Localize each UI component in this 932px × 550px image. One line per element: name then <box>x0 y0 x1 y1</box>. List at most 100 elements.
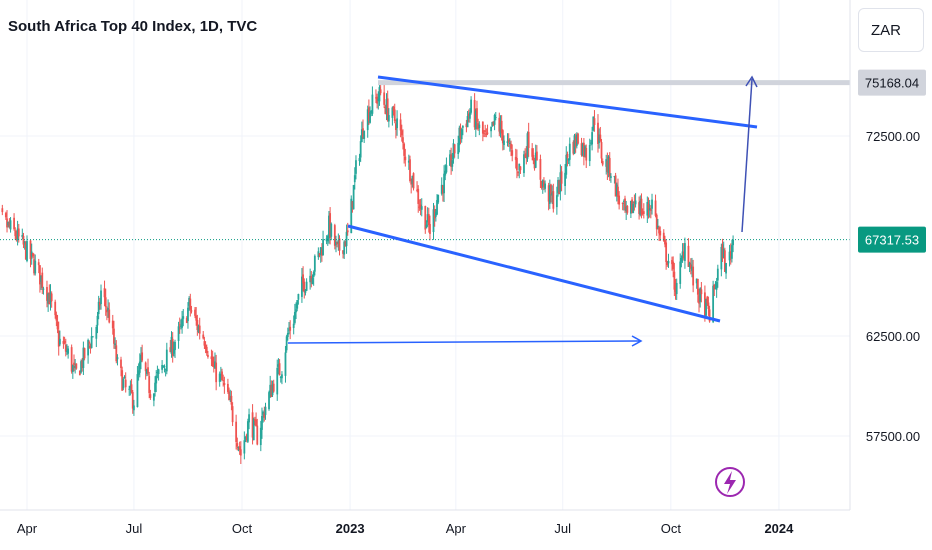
candle-body <box>237 447 240 449</box>
candle-body <box>105 309 108 313</box>
candle-body <box>210 356 213 360</box>
candle-body <box>507 139 510 142</box>
candle-body <box>156 372 159 374</box>
candle-body <box>285 336 288 351</box>
candle-body <box>161 364 164 370</box>
candle-body <box>214 361 216 369</box>
candle-body <box>90 336 93 348</box>
candle-body <box>555 195 558 208</box>
candle-body <box>494 117 497 119</box>
candle-body <box>181 318 183 328</box>
candle-body <box>614 175 617 197</box>
candle-body <box>648 208 651 211</box>
time-tick-label: 2024 <box>764 521 794 536</box>
candle-body <box>121 370 124 391</box>
candle-body <box>450 154 453 168</box>
candle-body <box>714 287 717 289</box>
candle-body <box>120 359 122 368</box>
candle-body <box>97 301 100 315</box>
candle-body <box>673 271 676 290</box>
candle-body <box>621 202 624 204</box>
candle-body <box>360 129 363 143</box>
candle-body <box>336 241 339 245</box>
candle-body <box>731 245 733 259</box>
candle-body <box>523 154 525 174</box>
candle-body <box>149 394 152 398</box>
candle-body <box>391 107 394 118</box>
candle-body <box>501 130 504 144</box>
candle-body <box>457 142 460 155</box>
time-axis[interactable]: Apr Jul Oct 2023 Apr Jul Oct 2024 <box>0 509 850 536</box>
candle-body <box>129 385 132 389</box>
price-axis[interactable]: 57500.00 62500.00 72500.00 <box>849 0 920 510</box>
candle-body <box>281 374 283 379</box>
candle-body <box>111 320 114 329</box>
candle-body <box>47 293 50 304</box>
candle-body <box>48 292 51 305</box>
candle-body <box>593 118 596 125</box>
candle-body <box>708 309 711 322</box>
candle-body <box>442 185 444 194</box>
candle-body <box>33 259 35 274</box>
candle-body <box>9 220 12 230</box>
candle-body <box>432 209 435 233</box>
candle-body <box>540 180 543 188</box>
candle-body <box>518 163 521 171</box>
upper-trendline <box>377 75 758 129</box>
candle-body <box>460 129 463 140</box>
candle-body <box>64 344 67 352</box>
candle-body <box>557 179 559 193</box>
candle-body <box>440 184 443 194</box>
candle-body <box>262 411 265 415</box>
candle-body <box>351 201 354 208</box>
candle-body <box>573 135 576 154</box>
candle-body <box>499 123 502 134</box>
candle-body <box>344 241 347 247</box>
candle-body <box>418 206 421 208</box>
time-tick-label: Jul <box>554 521 571 536</box>
candle-body <box>297 293 300 300</box>
candle-body <box>687 245 690 267</box>
candle-body <box>659 230 662 236</box>
candle-body <box>601 161 604 165</box>
candle-body <box>716 268 719 281</box>
candle-body <box>610 176 612 178</box>
candle-body <box>581 144 584 156</box>
candle-body <box>301 276 303 297</box>
candle-body <box>312 272 315 278</box>
candle-body <box>204 344 207 349</box>
candle-body <box>572 142 575 154</box>
candle-body <box>29 240 32 259</box>
candle-body <box>128 388 131 390</box>
candle-body <box>338 238 341 251</box>
candle-body <box>399 119 402 131</box>
candle-body <box>420 206 423 210</box>
candle-body <box>544 183 547 189</box>
candle-body <box>362 128 364 138</box>
candle-body <box>198 325 201 334</box>
candle-body <box>615 184 618 196</box>
target-price-label-bg <box>858 69 926 96</box>
candle-body <box>646 202 649 216</box>
candle-body <box>558 180 561 195</box>
candle-body <box>187 307 189 322</box>
currency-button[interactable]: ZAR <box>858 8 924 52</box>
candle-body <box>322 239 324 256</box>
candle-body <box>481 121 484 134</box>
candle-body <box>317 251 320 258</box>
candle-body <box>500 120 503 133</box>
candle-body <box>729 251 732 256</box>
candle-body <box>202 334 205 339</box>
candle-body <box>346 230 349 233</box>
candle-body <box>592 116 595 131</box>
lightning-icon[interactable] <box>715 467 745 497</box>
candle-body <box>473 100 476 128</box>
candle-body <box>429 224 431 234</box>
candle-body <box>363 130 366 139</box>
candle-body <box>689 264 692 269</box>
candle-body <box>682 251 685 259</box>
candle-body <box>124 379 127 388</box>
candle-body <box>370 110 373 112</box>
price-tick-label: 62500.00 <box>866 329 920 344</box>
